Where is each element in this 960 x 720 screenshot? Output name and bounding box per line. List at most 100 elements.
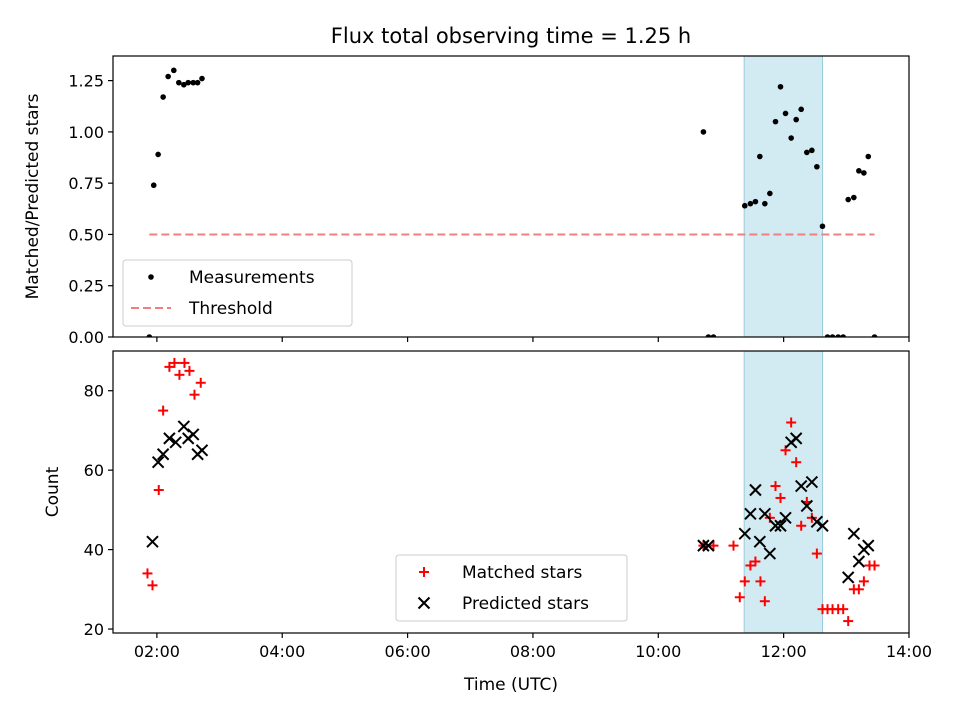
matched-star-point xyxy=(195,377,206,388)
predicted-star-point xyxy=(697,539,710,552)
predicted-star-point xyxy=(753,535,767,548)
matched-star-point xyxy=(728,540,739,551)
matched-star-point xyxy=(755,576,766,587)
measurement-point xyxy=(782,110,789,117)
matched-star-point xyxy=(843,616,854,627)
predicted-star-point xyxy=(744,507,757,521)
y-tick-label: 1.00 xyxy=(68,123,104,142)
measurement-point xyxy=(752,198,759,205)
measurement-point xyxy=(185,79,192,86)
predicted-star-point xyxy=(810,515,824,528)
measurement-point xyxy=(150,182,157,189)
measurement-point xyxy=(814,163,820,170)
legend: Matched stars Predicted stars xyxy=(395,554,628,622)
measurement-point xyxy=(845,196,852,203)
x-tick-label: 02:00 xyxy=(134,642,180,661)
measurement-point xyxy=(851,194,857,201)
predicted-star-point xyxy=(749,483,762,497)
x-tick-label: 10:00 xyxy=(635,642,681,661)
predicted-star-point xyxy=(779,511,792,525)
matched-star-point xyxy=(791,457,802,468)
matched-star-point xyxy=(838,604,849,615)
predicted-star-point xyxy=(156,448,170,461)
matched-star-point xyxy=(153,485,164,496)
matched-star-point xyxy=(853,584,864,595)
x-tick-label: 04:00 xyxy=(259,642,305,661)
predicted-star-point xyxy=(769,519,782,532)
predicted-star-point xyxy=(847,527,861,540)
matched-star-point xyxy=(158,405,169,416)
matched-star-point xyxy=(164,361,175,372)
top-panel: 0.00 0.25 0.50 0.75 1.00 1.25 Matched/Predicte… xyxy=(23,55,910,347)
matched-star-point xyxy=(770,481,781,492)
measurement-point xyxy=(181,81,187,88)
y-axis-label: Matched/Predicted stars xyxy=(23,93,43,299)
matched-star-point xyxy=(745,560,756,571)
measurement-point xyxy=(194,79,201,86)
measurement-point xyxy=(767,190,773,197)
axes-frame xyxy=(112,350,910,634)
measurement-point xyxy=(199,75,205,82)
measurement-point xyxy=(829,334,836,337)
predicted-star-point xyxy=(805,475,819,489)
y-tick-label: 80 xyxy=(84,382,104,401)
x-tick-label: 08:00 xyxy=(510,642,556,661)
predicted-star-point xyxy=(852,555,866,568)
measurement-point xyxy=(155,151,161,158)
matched-star-point xyxy=(869,560,880,571)
x-tick-label: 06:00 xyxy=(385,642,431,661)
predicted-star-point xyxy=(187,428,200,441)
y-axis-label: Count xyxy=(43,466,63,517)
predicted-star-point xyxy=(841,571,855,584)
measurement-point xyxy=(793,116,799,123)
y-tick-label: 60 xyxy=(84,461,104,480)
measurement-point xyxy=(772,118,779,125)
measurement-point xyxy=(819,223,826,230)
matched-star-point xyxy=(786,417,797,428)
predicted-star-point xyxy=(151,456,165,469)
y-tick-label: 0.50 xyxy=(68,225,104,244)
measurement-point xyxy=(741,202,748,209)
matched-star-point xyxy=(759,596,770,607)
matched-star-point xyxy=(811,548,822,559)
legend-label: Threshold xyxy=(188,299,273,319)
measurement-point xyxy=(170,67,177,74)
measurement-point xyxy=(824,334,831,337)
matched-star-point xyxy=(147,580,158,591)
measurement-point xyxy=(705,334,712,337)
y-tick-label: 1.25 xyxy=(68,72,104,91)
legend-x-marker xyxy=(417,596,431,610)
measurement-point xyxy=(871,334,878,337)
measurement-point xyxy=(788,135,794,141)
matched-star-point xyxy=(858,576,869,587)
matched-star-point xyxy=(734,592,745,603)
measurement-point xyxy=(856,168,862,174)
measurement-point xyxy=(165,73,171,80)
legend-label: Predicted stars xyxy=(462,594,589,614)
observing-window-highlight xyxy=(743,350,824,634)
predicted-star-point xyxy=(789,432,803,445)
predicted-star-point xyxy=(146,535,159,548)
y-tick-label: 0.75 xyxy=(68,174,104,193)
x-tick-label: 12:00 xyxy=(761,642,807,661)
measurement-point xyxy=(809,147,815,154)
matched-star-point xyxy=(189,389,200,400)
y-tick-label: 0.00 xyxy=(68,328,104,347)
predicted-star-point xyxy=(177,420,191,433)
predicted-star-point xyxy=(774,519,787,532)
measurement-point xyxy=(160,94,166,100)
predicted-star-point xyxy=(738,527,751,540)
predicted-star-point xyxy=(163,432,176,445)
predicted-star-point xyxy=(169,436,182,449)
predicted-star-point xyxy=(794,479,808,493)
measurement-point xyxy=(777,83,784,90)
measurement-point xyxy=(700,129,707,135)
matched-star-point xyxy=(796,520,807,531)
measurement-point xyxy=(861,170,867,176)
predicted-star-point xyxy=(758,507,772,521)
matched-star-point xyxy=(179,357,190,368)
bottom-panel: 20 40 60 80 02:00 04:00 06:00 08:00 10:00 12:00 14… xyxy=(43,350,932,661)
predicted-star-point xyxy=(763,547,777,560)
y-tick-label: 0.25 xyxy=(68,277,104,296)
